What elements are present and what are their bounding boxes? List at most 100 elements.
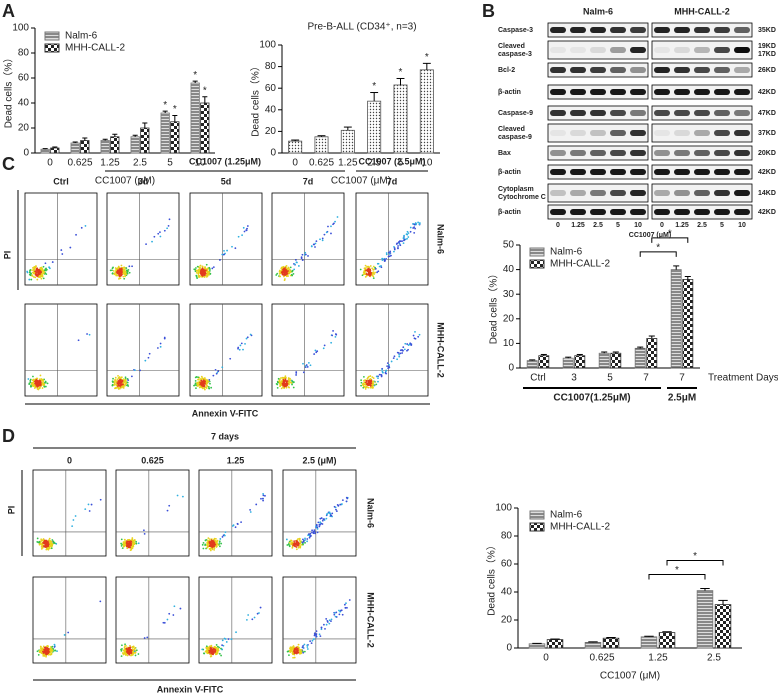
blot-band <box>590 47 606 53</box>
error-bar <box>192 80 198 83</box>
flow-event <box>364 272 367 275</box>
blot-band <box>654 67 670 73</box>
flow-event <box>403 348 406 351</box>
flow-event <box>334 333 337 335</box>
blot-band <box>590 89 606 95</box>
flow-event <box>204 266 206 268</box>
flow-event <box>335 510 338 513</box>
flow-event <box>319 522 322 524</box>
flow-event <box>209 549 212 552</box>
flow-column: 7d <box>387 176 398 186</box>
flow-event <box>47 548 50 551</box>
blot-band <box>630 89 646 95</box>
x-tick-label: 2.5 <box>133 158 147 169</box>
flow-plot <box>115 469 190 557</box>
flow-event <box>296 645 299 648</box>
flow-event <box>245 619 248 621</box>
flow-event <box>213 543 216 545</box>
bar <box>367 100 382 154</box>
flow-event <box>205 386 207 389</box>
flow-event <box>211 539 214 542</box>
flow-frame <box>282 469 357 557</box>
flow-event <box>401 240 404 243</box>
flow-event <box>195 376 198 378</box>
flow-event <box>382 371 384 374</box>
flow-event <box>46 382 49 385</box>
flow-event <box>126 654 129 657</box>
blot-band <box>694 190 710 196</box>
flow-event <box>337 504 340 507</box>
flow-event <box>213 646 216 648</box>
blot-band <box>694 110 710 116</box>
flow-event <box>381 259 384 262</box>
flow-event <box>393 247 396 249</box>
blot-band <box>714 190 730 196</box>
flow-event <box>378 373 381 376</box>
blot-lane: 0 <box>556 222 560 229</box>
flow-event <box>297 651 300 654</box>
flow-event <box>203 274 206 277</box>
flow-column: 0 <box>67 455 72 465</box>
flow-event <box>386 365 389 368</box>
flow-event <box>43 270 46 273</box>
flow-column: Ctrl <box>53 176 69 186</box>
flow-event <box>230 638 233 641</box>
flow-event <box>368 268 371 271</box>
flow-event <box>44 385 47 388</box>
flow-event <box>168 612 171 615</box>
y-tick-label: 50 <box>503 240 515 251</box>
error-bar <box>606 637 616 639</box>
flow-event <box>119 271 122 274</box>
flow-event <box>315 240 318 243</box>
flow-event <box>385 257 388 260</box>
flow-event <box>323 623 325 626</box>
blot-band <box>630 67 646 73</box>
flow-event <box>200 375 203 378</box>
flow-event <box>413 337 416 340</box>
flow-event <box>118 380 121 383</box>
flow-event <box>414 222 417 224</box>
flow-event <box>45 645 48 648</box>
flow-event <box>211 267 214 270</box>
flow-event <box>197 376 200 379</box>
flow-event <box>315 635 318 638</box>
flow-event <box>363 267 366 270</box>
flow-event <box>386 362 389 365</box>
flow-event <box>41 275 44 277</box>
flow-event <box>289 648 292 651</box>
flow-event <box>284 273 287 276</box>
y-tick-label: 10 <box>503 338 515 349</box>
flow-event <box>297 265 300 267</box>
flow-event <box>118 382 120 385</box>
flow-event <box>334 220 336 223</box>
error-bar <box>540 353 547 356</box>
flow-event <box>42 265 45 268</box>
flow-event <box>346 606 348 609</box>
flow-event <box>287 271 290 274</box>
significance: * <box>203 85 207 96</box>
flow-event <box>60 249 63 251</box>
flow-event <box>372 268 375 271</box>
flow-event <box>295 371 298 373</box>
flow-event <box>120 267 123 270</box>
flow-event <box>296 649 299 652</box>
flow-event <box>213 548 216 551</box>
flow-event <box>38 272 41 275</box>
flow-event <box>28 278 31 281</box>
blot-band <box>590 169 606 175</box>
flow-event <box>291 646 294 649</box>
error-bar <box>662 631 672 633</box>
significance: * <box>173 104 177 115</box>
flow-event <box>338 609 340 612</box>
flow-event <box>40 645 42 648</box>
blot-band <box>714 169 730 175</box>
flow-event <box>111 269 113 272</box>
flow-event <box>113 381 116 384</box>
flow-event <box>296 538 299 541</box>
flow-event <box>313 243 316 246</box>
flow-event <box>302 543 304 546</box>
blot-band <box>610 150 626 156</box>
flow-event <box>35 265 37 267</box>
y-tick-label: 20 <box>501 615 513 626</box>
flow-event <box>294 543 297 546</box>
